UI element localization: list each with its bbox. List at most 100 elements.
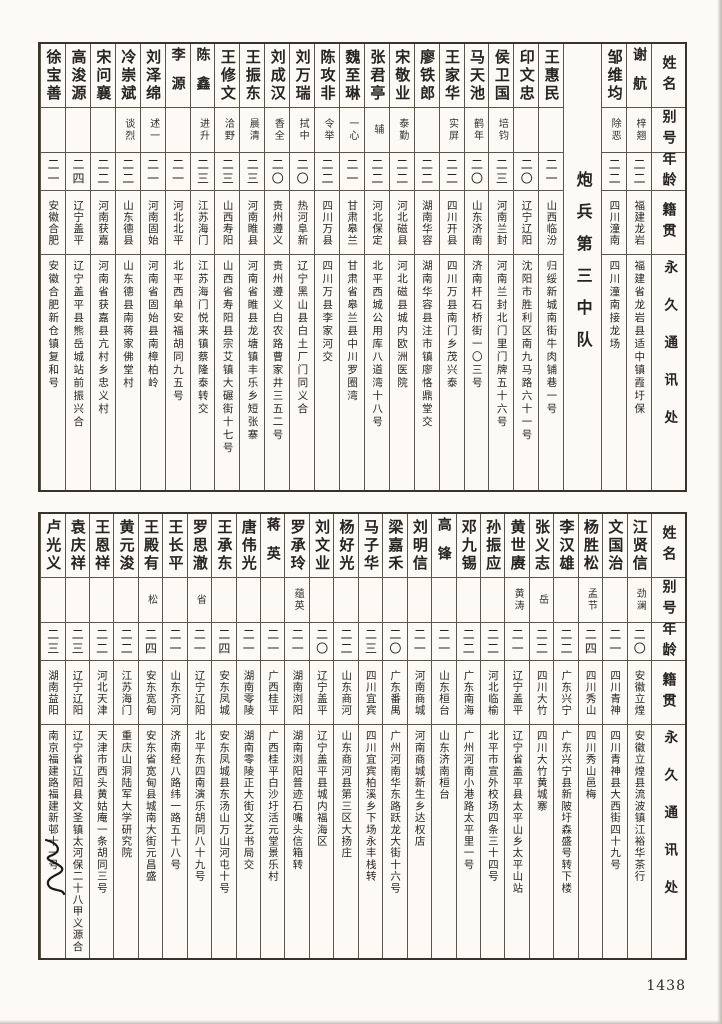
entry-address-text: 河南省睢县龙塘镇丰乐乡短张寨	[246, 260, 259, 442]
entry-address-text: 天津市西头黄姑庵一条胡同三号	[95, 730, 108, 894]
entry-address: 福建省龙岩县适中镇霞圩保	[627, 255, 651, 490]
entry-alias: 一心	[339, 108, 364, 153]
entry-alias: 拭中	[290, 108, 315, 153]
entry-origin-text: 河南获嘉	[97, 199, 110, 246]
entry-alias	[114, 578, 138, 623]
entry-origin-text: 河北磁县	[395, 199, 408, 246]
entry-origin-text: 四川青神	[609, 669, 622, 716]
entry-age: 二一	[187, 623, 212, 661]
entry-name-text: 梁嘉禾	[386, 518, 405, 573]
roster-column: 陈攻非 令举 二二 四川万县 四川万县李家河交	[314, 44, 339, 490]
entry-address: 北平市宣外校场四条三十四号	[481, 725, 504, 958]
entry-name-text: 唐伟光	[239, 518, 258, 573]
entry-origin-text: 河南睢县	[246, 199, 259, 246]
header-name-text: 姓名	[660, 54, 677, 97]
entry-alias	[407, 578, 432, 623]
roster-column: 王修文 洽野 二三 山西寿阳 山西省寿阳县宗艾镇大碾街十七号	[214, 44, 240, 490]
entry-alias-text: 孟节	[585, 588, 597, 612]
entry-origin: 辽宁辽阳	[514, 191, 539, 255]
entry-alias: 蕴英	[285, 578, 309, 623]
entry-alias-text: 洽野	[222, 118, 234, 142]
entry-origin-text: 辽宁辽阳	[71, 669, 84, 716]
entry-name-text: 谢航	[631, 46, 648, 105]
header-age: 年龄	[652, 153, 685, 191]
entry-name: 黄世赓	[505, 514, 529, 578]
entry-address-text: 四川潼南接龙场	[608, 260, 621, 351]
entry-alias	[89, 578, 114, 623]
entry-name-text: 张君亭	[368, 48, 387, 103]
roster-column: 宋敬业 泰勤 二二 河北磁县 河北磁县城内欧洲医院	[388, 44, 414, 490]
entry-origin: 贵州遵义	[265, 191, 290, 255]
entry-address: 辽宁盖平县熊岳城站前振兴合	[66, 255, 90, 490]
entry-address: 四川万县南门乡茂兴泰	[440, 255, 464, 490]
entry-age-text: 二二	[369, 157, 384, 186]
entry-origin-text: 甘肃皋兰	[346, 199, 359, 246]
entry-origin-text: 广东番禺	[389, 669, 402, 716]
entry-address: 安徽立煌县流波镇江裕华茶行	[628, 725, 651, 958]
entry-origin-text: 辽宁盖平	[72, 199, 85, 246]
entry-age: 二三	[41, 623, 65, 661]
entry-alias-text: 述一	[147, 118, 159, 142]
entry-address-text: 山东商河县第三区大扬庄	[340, 730, 353, 859]
entry-name-text: 张义志	[533, 518, 552, 573]
entry-age-text: 二一	[145, 157, 160, 186]
entry-address-text: 辽宁盖平县熊岳城站前振兴合	[72, 260, 85, 429]
entry-name-text: 王振东	[243, 48, 262, 103]
entry-alias	[261, 578, 285, 623]
entry-age: 二一	[505, 623, 529, 661]
entry-age-text: 二〇	[387, 627, 402, 656]
entry-name: 卢光义	[41, 514, 65, 578]
entry-alias: 劲澜	[627, 578, 651, 623]
entry-name-text: 刘明信	[410, 518, 429, 573]
entry-age: 二一	[407, 623, 432, 661]
entry-address: 四川大竹黄城寨	[530, 725, 553, 958]
entry-alias	[334, 578, 358, 623]
entry-alias: 令举	[315, 108, 339, 153]
entry-age-text: 二二	[607, 157, 622, 186]
entry-address-text: 北平西城公用库八道湾十八号	[371, 260, 384, 429]
entry-alias-text: 岳	[536, 594, 548, 606]
entry-age: 二三	[65, 623, 89, 661]
entry-age-text: 二二	[461, 627, 476, 656]
entry-age: 二二	[389, 153, 414, 191]
entry-origin: 热河阜新	[290, 191, 315, 255]
entry-alias: 松	[138, 578, 163, 623]
roster-column: 刘万瑞 拭中 二〇 热河阜新 辽宁黑山县白土厂门同义合	[289, 44, 315, 490]
roster-column: 唐伟光 二一 湖南零陵 湖南零陵正大街文艺书局交	[235, 514, 260, 958]
entry-address: 贵州遵义白农路曹家井三五二号	[265, 255, 289, 490]
roster-column: 刘文业 二〇 辽宁盖平 辽宁盖平县城内福海区	[308, 514, 334, 958]
header-address-text: 永久通讯处	[661, 260, 678, 448]
entry-origin: 山东桓台	[432, 661, 456, 725]
entry-name: 陈鑫	[190, 44, 215, 108]
entry-name-text: 刘泽绵	[144, 48, 163, 103]
roster-table-top: 姓名 别号 年龄 籍贯 永久通讯处 谢航 梓翘 二二 福建龙岩 福建省龙岩县适中镇霞圩保 邹维均 除恶…	[38, 42, 687, 492]
entry-address-text: 贵州遵义白农路曹家井三五二号	[271, 260, 284, 442]
handwritten-correction-mark	[44, 838, 66, 896]
entry-age: 二一	[140, 153, 165, 191]
entry-address-text: 北平东四南演乐胡同八十九号	[193, 730, 206, 883]
entry-origin-text: 山东德县	[122, 199, 135, 246]
entry-name: 李源	[165, 44, 190, 108]
roster-column: 刘泽绵 述一 二一 河南固始 河南省固始县南樟柏岭	[139, 44, 165, 490]
entry-origin: 河南商城	[407, 661, 432, 725]
entry-age: 二四	[138, 623, 163, 661]
entry-name-text: 江贤信	[630, 518, 649, 573]
entry-age-text: 二四	[583, 627, 598, 656]
entry-address-text: 湖南零陵正大街文艺书局交	[242, 730, 255, 871]
entry-origin: 广东兴宁	[554, 661, 578, 725]
entry-name: 刘万瑞	[290, 44, 315, 108]
entry-age: 二二	[334, 623, 358, 661]
roster-column: 高锋 二一 山东桓台 山东济南桓台	[431, 514, 456, 958]
entry-origin: 辽宁盖平	[309, 661, 334, 725]
entry-age: 二二	[627, 153, 651, 191]
entry-name-text: 宋问襄	[94, 48, 113, 103]
entry-age-text: 二二	[119, 627, 134, 656]
roster-column: 宋问襄 二二 河南获嘉 河南省获嘉县亢村乡忠义村	[89, 44, 115, 490]
entry-alias: 辅	[364, 108, 389, 153]
entry-origin-text: 湖南华容	[420, 199, 433, 246]
entry-name: 蒋英	[261, 514, 285, 578]
entry-age: 二一	[539, 153, 564, 191]
roster-column: 袁庆祥 二三 辽宁辽阳 辽宁省辽阳县文圣镇太河保二十八甲义源合	[64, 514, 89, 958]
roster-column: 王振东 晨清 二三 河南睢县 河南省睢县龙塘镇丰乐乡短张寨	[239, 44, 265, 490]
entry-name-text: 袁庆祥	[68, 518, 87, 573]
